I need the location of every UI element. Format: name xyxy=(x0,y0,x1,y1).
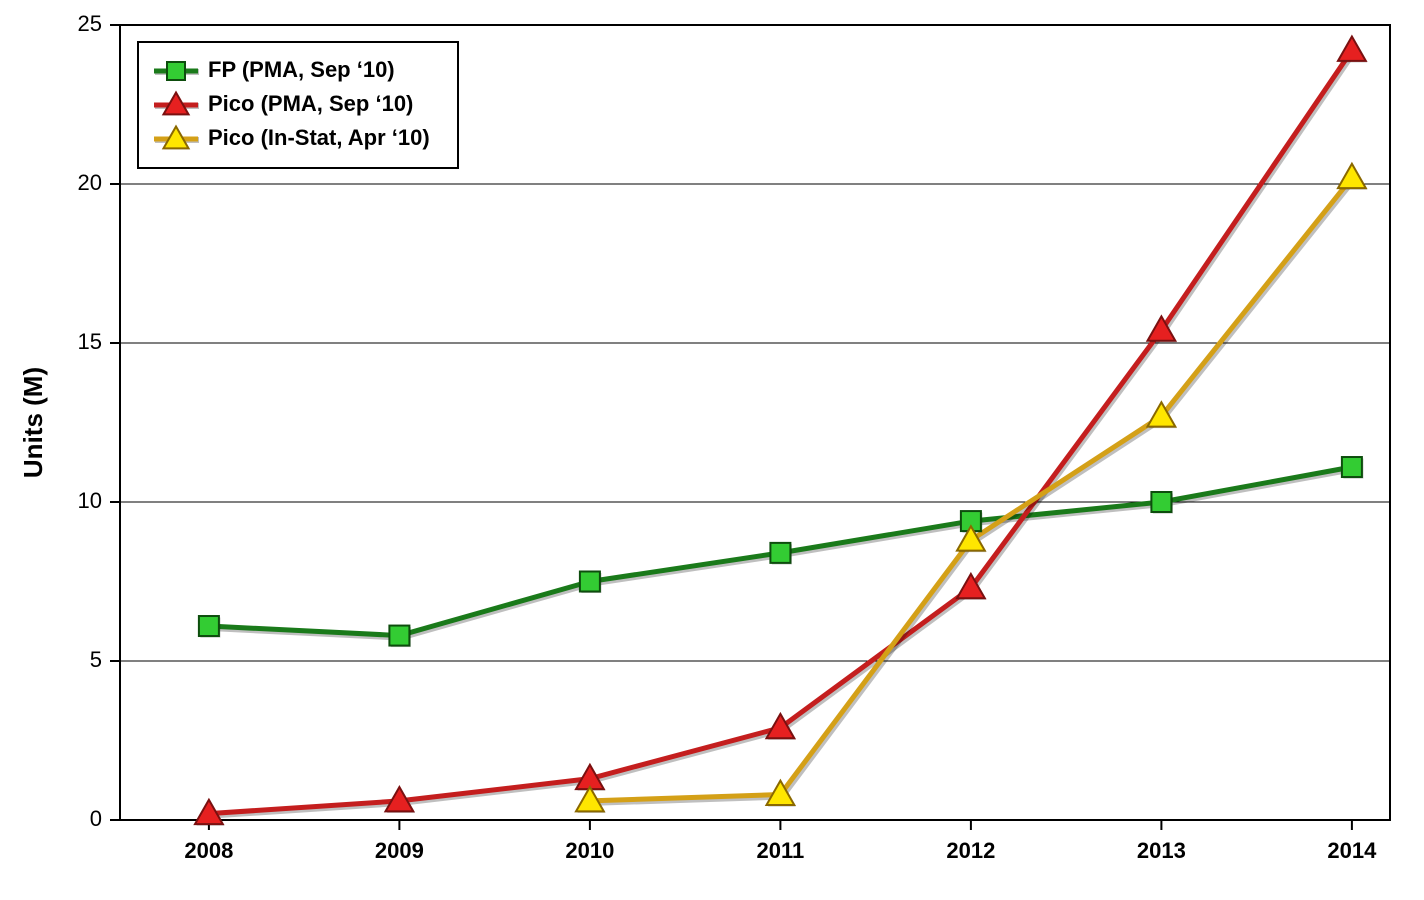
y-axis-label: Units (M) xyxy=(18,367,48,478)
x-tick-label: 2008 xyxy=(184,838,233,863)
y-tick-label: 25 xyxy=(78,11,102,36)
legend: FP (PMA, Sep ‘10) Pico (PMA, Sep ‘10) Pico… xyxy=(138,42,458,168)
x-tick-label: 2011 xyxy=(757,838,805,863)
chart-container: 0 5 10 15 20 25 Units (M) 2008 2009 2010 2011 2012 2… xyxy=(0,0,1424,900)
x-tick-label: 2009 xyxy=(375,838,424,863)
y-tick-label: 15 xyxy=(78,329,102,354)
y-tick-label: 20 xyxy=(78,170,102,195)
x-tick-label: 2012 xyxy=(946,838,995,863)
y-tick-label: 10 xyxy=(78,488,102,513)
series-markers xyxy=(199,457,1364,647)
line-chart: 0 5 10 15 20 25 Units (M) 2008 2009 2010 2011 2012 2… xyxy=(0,0,1424,900)
y-tick-label: 5 xyxy=(90,647,102,672)
x-tick-label: 2014 xyxy=(1327,838,1377,863)
x-tick-label: 2013 xyxy=(1137,838,1186,863)
legend-label: Pico (PMA, Sep ‘10) xyxy=(208,91,413,116)
y-tick-label: 0 xyxy=(90,806,102,831)
legend-label: Pico (In-Stat, Apr ‘10) xyxy=(208,125,430,150)
x-tick-label: 2010 xyxy=(565,838,614,863)
legend-label: FP (PMA, Sep ‘10) xyxy=(208,57,395,82)
